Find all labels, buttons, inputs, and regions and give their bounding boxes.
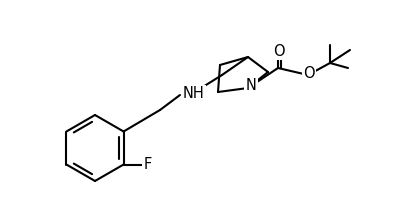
Text: NH: NH (183, 86, 205, 102)
Text: F: F (144, 157, 152, 172)
Text: O: O (303, 67, 315, 81)
Text: O: O (273, 43, 285, 59)
Text: N: N (246, 78, 256, 93)
